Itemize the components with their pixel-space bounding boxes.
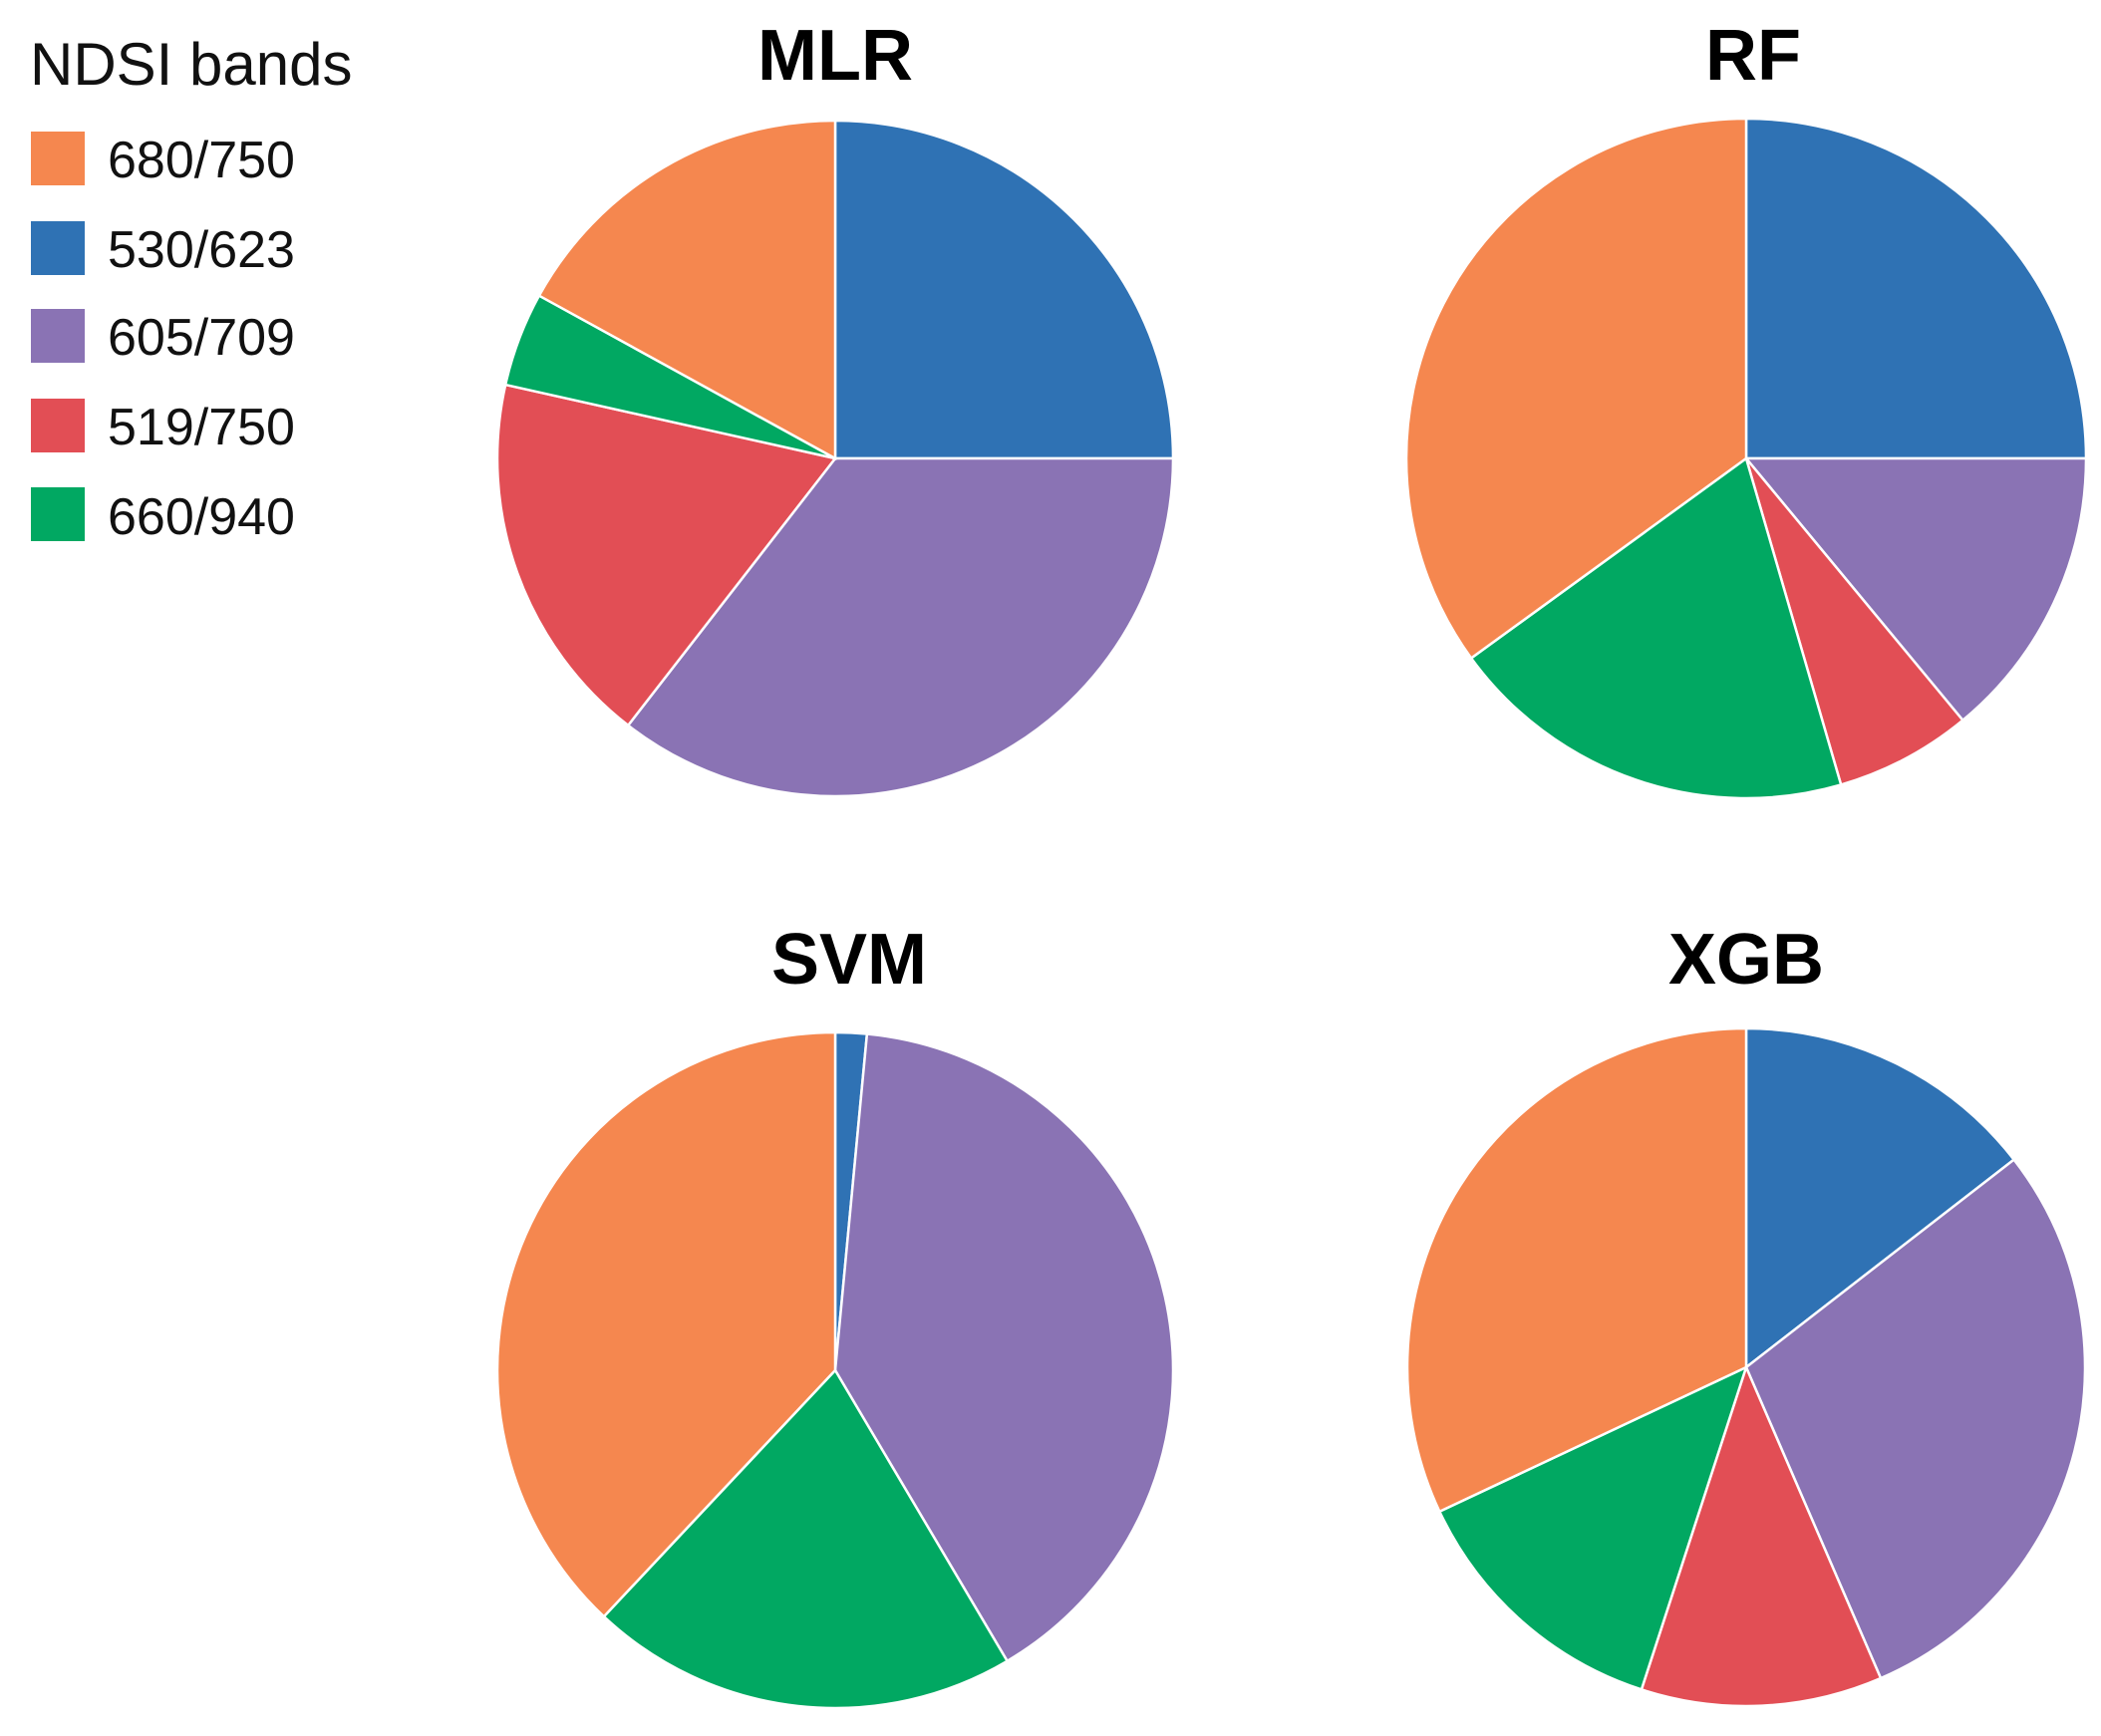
legend-label-519-750: 519/750 xyxy=(108,399,295,456)
pie-slice-svm-605-709 xyxy=(833,1032,1175,1663)
legend-title: NDSI bands xyxy=(30,31,353,98)
pie-rf: RF xyxy=(1404,16,2088,800)
pie-svm: SVM xyxy=(495,920,1175,1710)
pie-mlr: MLR xyxy=(495,16,1175,798)
legend-swatch-530-623 xyxy=(31,221,85,275)
pie-slice-xgb-605-709 xyxy=(1744,1157,2087,1680)
pie-slice-svm-660-940 xyxy=(602,1367,1010,1710)
legend-label-530-623: 530/623 xyxy=(108,221,295,279)
legend-swatch-605-709 xyxy=(31,309,85,363)
legend-item-605-709: 605/709 xyxy=(31,309,295,367)
pie-slice-mlr-519-750 xyxy=(495,383,838,727)
pie-slice-xgb-680-750 xyxy=(1405,1026,1748,1514)
pie-slice-rf-660-940 xyxy=(1469,455,1843,800)
pie-slices-rf xyxy=(1404,117,2088,800)
legend-item-660-940: 660/940 xyxy=(31,487,295,546)
legend-label-660-940: 660/940 xyxy=(108,488,295,546)
pie-xgb: XGB xyxy=(1405,920,2087,1708)
pie-slice-xgb-530-623 xyxy=(1744,1026,2016,1370)
pie-slice-mlr-680-750 xyxy=(537,119,837,461)
pie-slice-rf-519-750 xyxy=(1744,457,1965,787)
chart-title-xgb: XGB xyxy=(1668,920,1824,1000)
pie-slices-mlr xyxy=(495,119,1175,798)
legend-item-519-750: 519/750 xyxy=(31,399,295,456)
chart-title-rf: RF xyxy=(1705,16,1801,96)
pie-slices-svm xyxy=(495,1030,1175,1710)
pie-slice-mlr-605-709 xyxy=(626,456,1175,798)
pie-slice-xgb-519-750 xyxy=(1640,1363,1883,1708)
legend-label-605-709: 605/709 xyxy=(108,309,295,367)
chart-title-mlr: MLR xyxy=(757,16,913,96)
pie-slice-svm-680-750 xyxy=(495,1030,837,1618)
legend-swatch-680-750 xyxy=(31,132,85,185)
pie-slice-xgb-660-940 xyxy=(1437,1364,1749,1691)
pie-slice-rf-680-750 xyxy=(1404,117,1748,661)
legend: NDSI bands 680/750 530/623 605/709 519/7… xyxy=(30,31,353,546)
pie-slice-mlr-530-623 xyxy=(833,119,1175,460)
pie-slice-rf-605-709 xyxy=(1743,456,2088,723)
pie-slice-rf-530-623 xyxy=(1744,117,2088,460)
legend-label-680-750: 680/750 xyxy=(108,132,295,189)
pie-slices-xgb xyxy=(1405,1026,2087,1708)
legend-item-530-623: 530/623 xyxy=(31,221,295,279)
chart-title-svm: SVM xyxy=(771,920,927,1000)
legend-swatch-519-750 xyxy=(31,399,85,452)
legend-swatch-660-940 xyxy=(31,487,85,541)
legend-item-680-750: 680/750 xyxy=(31,132,295,189)
